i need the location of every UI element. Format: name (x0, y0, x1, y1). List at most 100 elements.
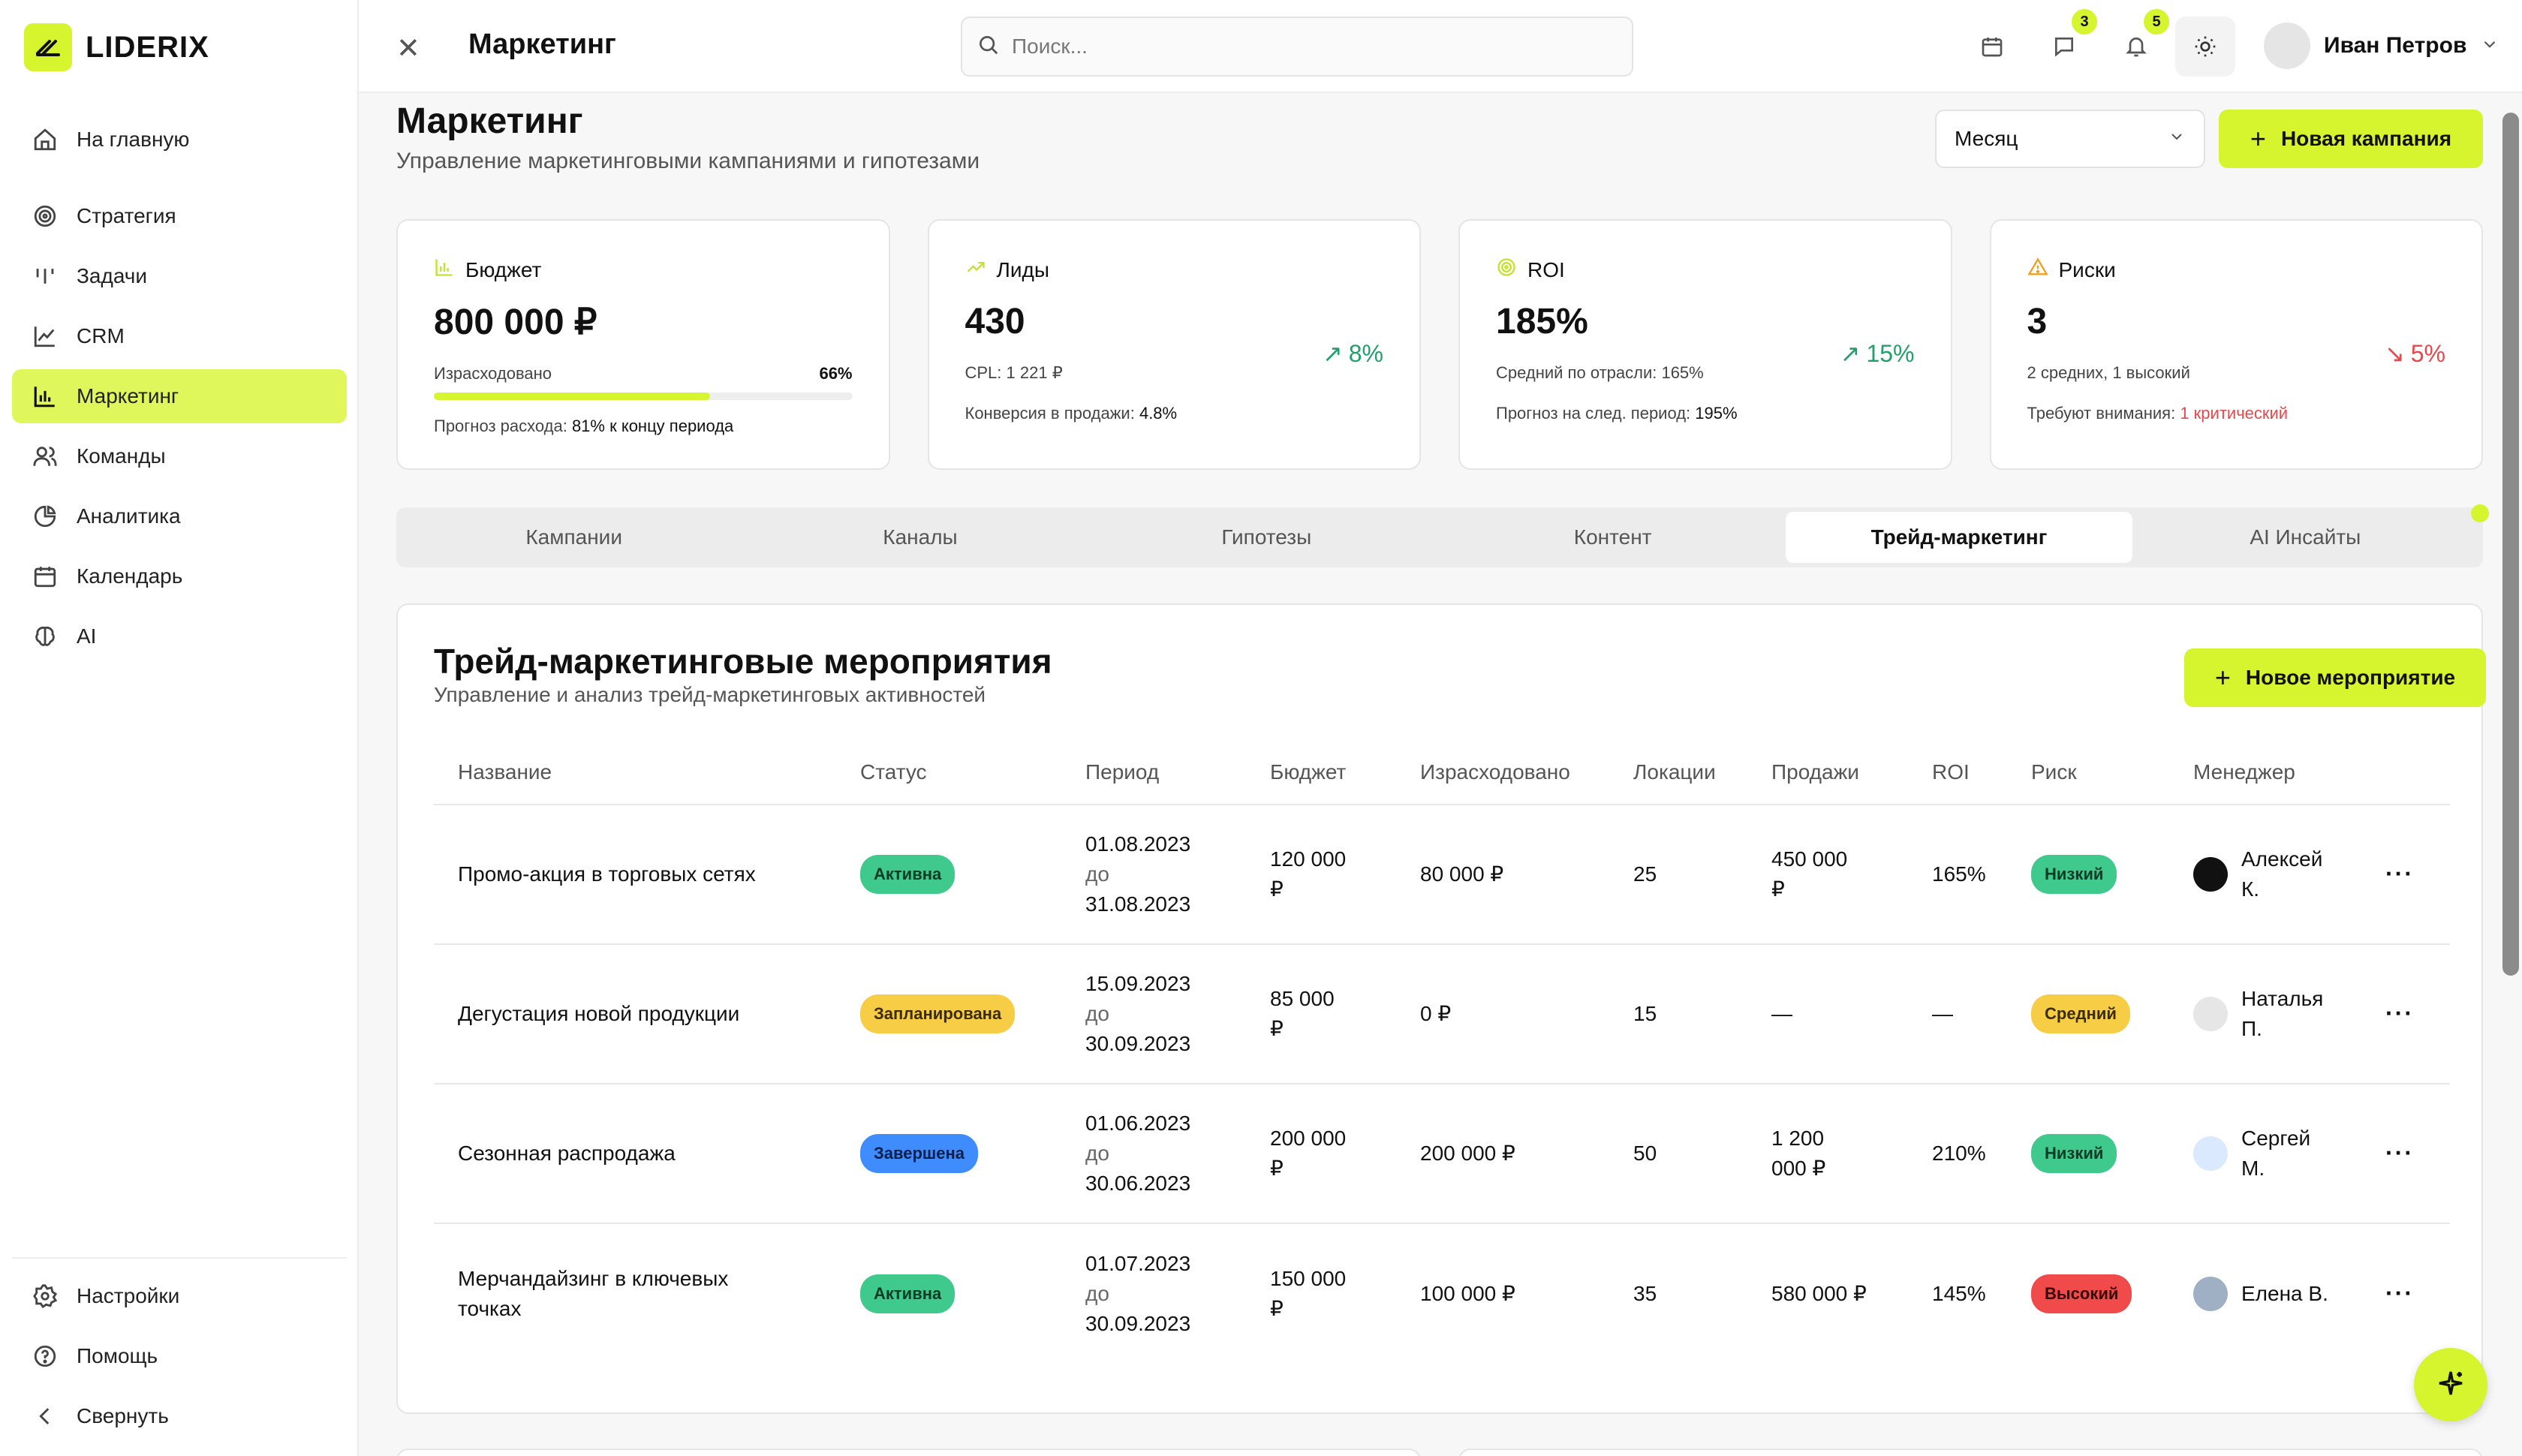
bar-chart-icon (434, 257, 455, 283)
search-input[interactable] (1012, 35, 1597, 59)
event-name: Дегустация новой продукции (434, 944, 836, 1084)
more-icon[interactable]: ··· (2385, 1279, 2414, 1307)
close-icon[interactable]: ✕ (396, 33, 420, 65)
tab-hypotheses[interactable]: Гипотезы (1221, 525, 1312, 549)
risks-trend: ↘ 5% (2385, 339, 2445, 368)
table-row[interactable]: Сезонная распродажа Завершена 01.06.2023… (434, 1084, 2450, 1224)
period-end: 30.09.2023 (1085, 1032, 1191, 1055)
bottom-cards-peek (396, 1448, 2483, 1456)
new-campaign-button[interactable]: + Новая кампания (2219, 110, 2483, 168)
theme-toggle-button[interactable] (2175, 17, 2235, 77)
logo[interactable]: LIDERIX (24, 23, 209, 72)
sidebar-item-label: Команды (77, 444, 166, 468)
sidebar-item-collapse[interactable]: Свернуть (12, 1389, 347, 1443)
period-start: 01.07.2023 (1085, 1251, 1191, 1275)
trending-up-icon (965, 257, 986, 283)
col-risk: Риск (2007, 740, 2169, 805)
budget-spent-pct: 66% (819, 364, 853, 383)
event-locations: 50 (1609, 1084, 1747, 1224)
tab-ai-insights[interactable]: AI Инсайты (2250, 525, 2361, 549)
risk-badge: Средний (2031, 994, 2130, 1033)
ai-assistant-button[interactable] (2414, 1348, 2487, 1421)
more-icon[interactable]: ··· (2385, 1000, 2414, 1027)
sidebar-bottom: Настройки Помощь Свернуть (12, 1257, 347, 1449)
col-period: Период (1061, 740, 1246, 805)
event-sales: 450 000 ₽ (1747, 805, 1908, 945)
sidebar-item-calendar[interactable]: Календарь (12, 549, 347, 603)
sidebar-item-settings[interactable]: Настройки (12, 1269, 347, 1323)
budget-forecast-label: Прогноз расхода: (434, 417, 567, 435)
tab-content[interactable]: Контент (1573, 525, 1652, 549)
roi-value: 185% (1496, 302, 1588, 341)
sidebar-item-label: Стратегия (77, 204, 176, 227)
new-event-button[interactable]: + Новое мероприятие (2184, 648, 2486, 707)
messages-badge: 3 (2072, 9, 2097, 35)
roi-industry: Средний по отрасли: 165% (1496, 363, 1704, 382)
trade-marketing-panel: Трейд-маркетинговые мероприятия Управлен… (396, 603, 2486, 1414)
messages-button[interactable]: 3 (2048, 9, 2097, 63)
page-scrollbar[interactable] (2502, 113, 2519, 976)
budget-label: Бюджет (465, 257, 542, 281)
more-icon[interactable]: ··· (2385, 1139, 2414, 1166)
leads-card[interactable]: Лиды 430 CPL: 1 221 ₽ ↗ 8% Конверсия в п… (927, 219, 1421, 470)
table-row[interactable]: Промо-акция в торговых сетях Активна 01.… (434, 805, 2450, 945)
notifications-button[interactable]: 5 (2120, 9, 2169, 63)
risks-card[interactable]: Риски 3 2 средних, 1 высокий ↘ 5% Требую… (1989, 219, 2483, 470)
panel-subtitle: Управление и анализ трейд-маркетинговых … (434, 683, 986, 706)
table-row[interactable]: Дегустация новой продукции Запланирована… (434, 944, 2450, 1084)
sidebar-item-teams[interactable]: Команды (12, 429, 347, 483)
manager-name: Сергей М. (2241, 1127, 2311, 1180)
period-to: до (1085, 1142, 1109, 1165)
search-box[interactable] (961, 17, 1633, 77)
sidebar-item-strategy[interactable]: Стратегия (12, 189, 347, 243)
section-tabs: Кампании Каналы Гипотезы Контент Трейд-м… (396, 507, 2483, 567)
sidebar-item-analytics[interactable]: Аналитика (12, 489, 347, 543)
pie-chart-icon (30, 501, 60, 531)
chevron-down-icon (2480, 35, 2499, 58)
roi-forecast-value: 195% (1695, 404, 1738, 423)
sidebar-item-label: Календарь (77, 564, 183, 588)
tab-campaigns[interactable]: Кампании (525, 525, 622, 549)
sidebar-item-tasks[interactable]: Задачи (12, 249, 347, 303)
user-menu[interactable]: Иван Петров (2264, 23, 2499, 69)
sidebar-item-crm[interactable]: CRM (12, 309, 347, 363)
status-dot (2471, 504, 2489, 522)
sidebar-item-ai[interactable]: AI (12, 609, 347, 663)
sidebar: LIDERIX На главную Стратегия Задачи CRM … (0, 0, 359, 1456)
calendar-button[interactable] (1976, 30, 2009, 63)
user-name: Иван Петров (2324, 33, 2467, 58)
sidebar-item-help[interactable]: Помощь (12, 1329, 347, 1383)
bell-icon (2126, 38, 2147, 57)
events-table: Название Статус Период Бюджет Израсходов… (434, 740, 2450, 1363)
col-name: Название (434, 740, 836, 805)
roi-card[interactable]: ROI 185% Средний по отрасли: 165% ↗ 15% … (1458, 219, 1952, 470)
period-select[interactable]: Месяц (1935, 110, 2205, 168)
risk-badge: Низкий (2031, 1134, 2117, 1173)
more-icon[interactable]: ··· (2385, 860, 2414, 887)
budget-value: 800 000 ₽ (434, 302, 597, 342)
table-row[interactable]: Мерчандайзинг в ключевых точках Активна … (434, 1223, 2450, 1363)
risks-attention-label: Требуют внимания: (2027, 404, 2176, 423)
col-spent: Израсходовано (1396, 740, 1609, 805)
sidebar-item-home[interactable]: На главную (12, 113, 347, 167)
leads-conv-label: Конверсия в продажи: (965, 404, 1135, 423)
sidebar-item-label: Свернуть (77, 1404, 169, 1427)
event-spent: 0 ₽ (1396, 944, 1609, 1084)
roi-forecast-label: Прогноз на след. период: (1496, 404, 1691, 423)
risks-detail: 2 средних, 1 высокий (2027, 363, 2190, 382)
sidebar-item-marketing[interactable]: Маркетинг (12, 369, 347, 423)
tab-trade-marketing[interactable]: Трейд-маркетинг (1786, 512, 2132, 563)
table-header-row: Название Статус Период Бюджет Израсходов… (434, 740, 2450, 805)
panel-title: Трейд-маркетинговые мероприятия (434, 642, 1052, 681)
leads-conv-value: 4.8% (1139, 404, 1178, 423)
budget-progress (434, 393, 853, 400)
leads-trend-value: 8% (1348, 339, 1383, 367)
event-period: 01.08.2023 до 31.08.2023 (1061, 805, 1246, 945)
sidebar-item-label: Настройки (77, 1284, 180, 1307)
tab-channels[interactable]: Каналы (883, 525, 958, 549)
event-name: Промо-акция в торговых сетях (434, 805, 836, 945)
risks-trend-value: 5% (2410, 339, 2445, 367)
budget-card[interactable]: Бюджет 800 000 ₽ Израсходовано 66% Прогн… (396, 219, 890, 470)
event-spent: 100 000 ₽ (1420, 1281, 1515, 1305)
new-campaign-label: Новая кампания (2280, 127, 2452, 150)
